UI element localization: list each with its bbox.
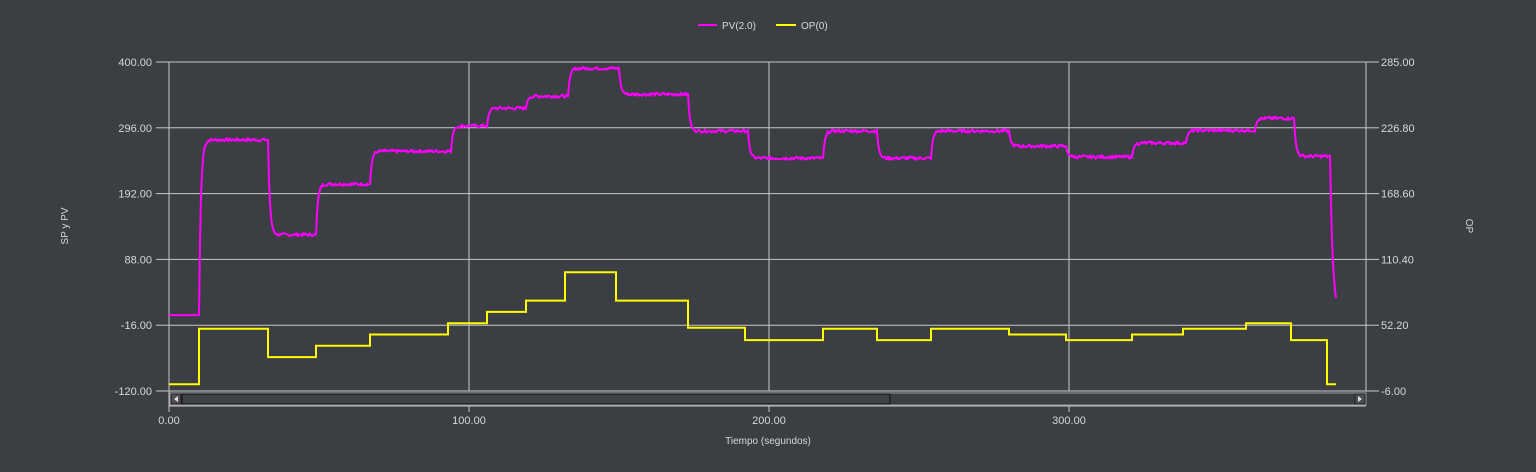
scroll-left-button[interactable] (170, 393, 182, 405)
y-right-tick-label: 110.40 (1381, 254, 1414, 266)
y-right-tick-label: 168.60 (1381, 189, 1415, 201)
y-right-tick-label: 285.00 (1381, 57, 1415, 69)
legend-label-pv: PV(2.0) (722, 21, 756, 32)
y-left-tick-label: -16.00 (121, 320, 152, 332)
legend: PV(2.0) OP(0) (698, 21, 828, 32)
arrow-right-icon (1358, 396, 1362, 402)
x-tick-label: 100.00 (452, 415, 486, 427)
y-left-tick-label: 400.00 (118, 57, 152, 69)
series-line-op (169, 271, 1336, 386)
x-tick-label: 0.00 (158, 415, 179, 427)
legend-item-pv[interactable]: PV(2.0) (698, 21, 756, 32)
x-tick-label: 200.00 (752, 415, 786, 427)
y-axis-right: 285.00 226.80 168.60 110.40 52.20 -6.00 (1366, 57, 1415, 398)
x-axis: 0.00 100.00 200.00 300.00 (158, 406, 1086, 427)
x-axis-title: Tiempo (segundos) (725, 436, 811, 447)
y-right-tick-label: -6.00 (1381, 386, 1406, 398)
y-axis-left-title: SP y PV (60, 207, 71, 244)
y-left-tick-label: 296.00 (118, 123, 152, 135)
plot-frame (168, 61, 1367, 392)
horizontal-scrollbar[interactable] (169, 392, 1367, 406)
y-right-tick-label: 226.80 (1381, 123, 1415, 135)
scrollbar-thumb[interactable] (181, 393, 891, 405)
y-left-tick-label: -120.00 (115, 386, 152, 398)
series-line-pv (169, 65, 1337, 317)
x-tick-label: 300.00 (1052, 415, 1086, 427)
y-right-tick-label: 52.20 (1381, 320, 1409, 332)
legend-item-op[interactable]: OP(0) (776, 21, 828, 32)
y-left-tick-label: 192.00 (118, 189, 152, 201)
plot-series (169, 65, 1337, 386)
y-left-tick-label: 88.00 (124, 254, 152, 266)
legend-label-op: OP(0) (801, 21, 828, 32)
arrow-left-icon (174, 396, 178, 402)
scroll-right-button[interactable] (1354, 393, 1366, 405)
y-axis-left: 400.00 296.00 192.00 88.00 -16.00 -120.00 (115, 57, 169, 398)
y-axis-right-title: OP (1463, 219, 1474, 234)
plot-grid (168, 61, 1367, 412)
